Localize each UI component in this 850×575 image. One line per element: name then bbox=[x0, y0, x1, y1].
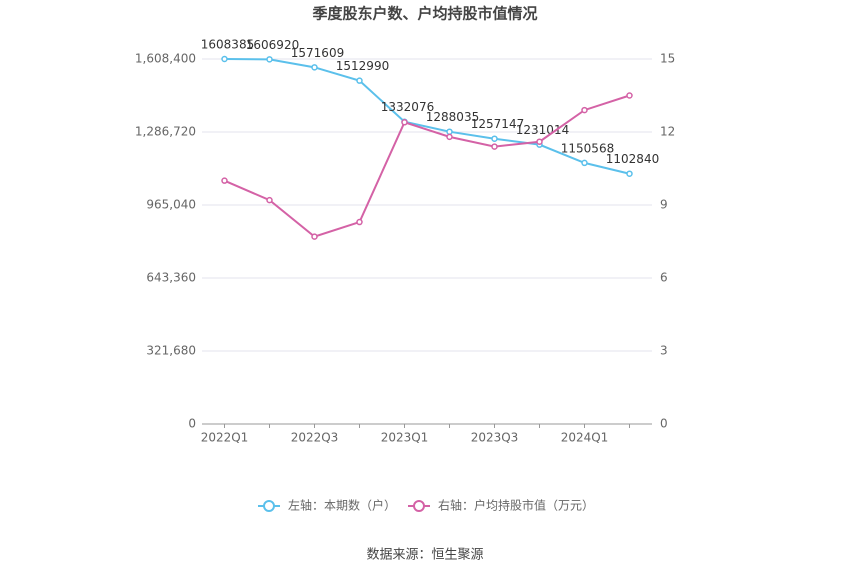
x-tick-label: 2022Q1 bbox=[201, 431, 249, 445]
source-note: 数据来源：恒生聚源 bbox=[366, 548, 483, 563]
y-tick-label: 965,040 bbox=[146, 198, 196, 212]
data-point bbox=[266, 56, 273, 63]
data-point bbox=[491, 143, 498, 150]
y2-tick-label: 9 bbox=[660, 198, 668, 212]
y2-tick-label: 12 bbox=[660, 125, 675, 139]
y-tick-label: 0 bbox=[188, 417, 196, 431]
data-point bbox=[491, 135, 498, 142]
data-point bbox=[356, 218, 363, 226]
data-point bbox=[311, 233, 318, 240]
series-line bbox=[224, 58, 630, 175]
data-point bbox=[221, 55, 228, 63]
data-label: 1332076 bbox=[381, 100, 434, 114]
data-label: 1231014 bbox=[516, 123, 569, 137]
legend-label: 左轴：本期数（户） bbox=[288, 498, 396, 513]
y2-tick-label: 15 bbox=[660, 52, 675, 66]
y2-tick-label: 6 bbox=[660, 271, 668, 285]
data-point bbox=[626, 170, 633, 177]
data-label: 1102840 bbox=[606, 152, 659, 166]
data-point bbox=[266, 196, 273, 204]
x-tick-label: 2024Q1 bbox=[561, 431, 609, 445]
data-point bbox=[536, 138, 543, 145]
data-point bbox=[221, 177, 228, 184]
data-point bbox=[446, 133, 453, 141]
x-tick-label: 2022Q3 bbox=[291, 431, 339, 445]
y-tick-label: 1,608,400 bbox=[135, 52, 196, 66]
y-tick-label: 1,286,720 bbox=[135, 125, 196, 139]
data-point bbox=[626, 92, 633, 99]
data-label: 1606920 bbox=[246, 38, 299, 52]
data-label: 1608385 bbox=[201, 38, 254, 52]
chart-title: 季度股东户数、户均持股市值情况 bbox=[312, 5, 537, 23]
series-line bbox=[224, 94, 630, 238]
data-point bbox=[311, 64, 318, 71]
data-label: 1150568 bbox=[561, 141, 614, 155]
legend-label: 右轴：户均持股市值（万元） bbox=[438, 498, 594, 513]
legend-marker bbox=[413, 500, 425, 512]
data-point bbox=[401, 119, 408, 126]
data-point bbox=[356, 77, 363, 84]
data-point bbox=[446, 128, 453, 135]
y-tick-label: 321,680 bbox=[146, 344, 196, 358]
y2-tick-label: 0 bbox=[660, 417, 668, 431]
y-tick-label: 643,360 bbox=[146, 271, 196, 285]
data-label: 1257147 bbox=[471, 117, 524, 131]
data-label: 1288035 bbox=[426, 110, 479, 124]
legend-marker bbox=[263, 500, 275, 512]
x-tick-label: 2023Q3 bbox=[471, 431, 519, 445]
data-point bbox=[581, 106, 588, 114]
data-label: 1512990 bbox=[336, 59, 389, 73]
data-point bbox=[581, 159, 588, 167]
data-label: 1571609 bbox=[291, 46, 344, 60]
y2-tick-label: 3 bbox=[660, 344, 668, 358]
x-tick-label: 2023Q1 bbox=[381, 431, 429, 445]
